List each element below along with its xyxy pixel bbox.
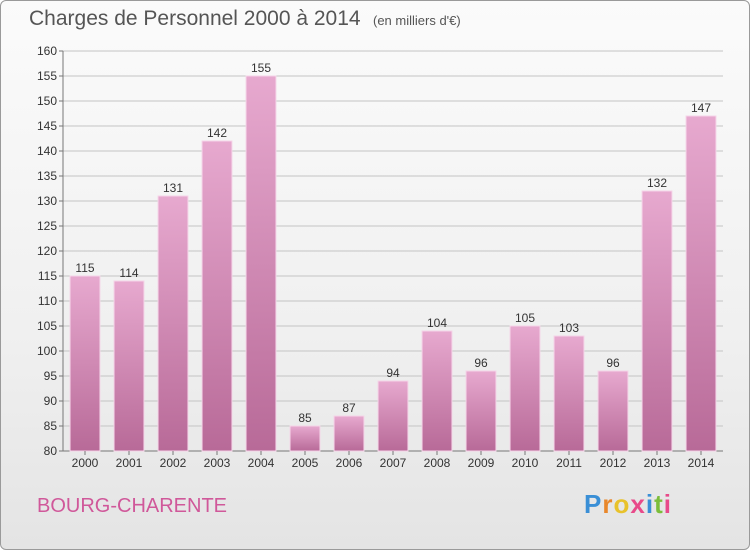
y-tick-label: 115 [38,269,57,283]
bar-2014 [685,115,717,452]
x-tick-label: 2003 [204,456,231,470]
bar-2003 [201,140,233,452]
y-tick-label: 120 [37,244,57,258]
data-label: 115 [75,261,94,275]
bar-2011 [553,335,585,452]
bar-2013 [641,190,673,452]
y-tick-label: 90 [44,394,58,408]
bar-2007 [377,380,409,452]
x-tick-label: 2000 [72,456,99,470]
x-tick-label: 2011 [556,456,582,470]
data-label: 155 [251,61,271,75]
data-label: 114 [119,266,138,280]
data-label: 87 [342,401,356,415]
bar-2012 [597,370,629,452]
x-tick-label: 2012 [600,456,627,470]
data-label: 142 [207,126,227,140]
x-tick-label: 2013 [644,456,671,470]
y-tick-label: 80 [44,444,58,458]
data-label: 104 [427,316,447,330]
x-tick-label: 2008 [424,456,451,470]
data-label: 103 [559,321,579,335]
x-tick-label: 2009 [468,456,495,470]
bar-2006 [333,415,365,452]
y-tick-label: 140 [37,144,57,158]
data-label: 147 [691,101,711,115]
x-tick-label: 2002 [160,456,187,470]
y-tick-label: 95 [44,369,58,383]
y-axis: 80 85 90 95 100 105 110 115 120 125 130 135 140 145 15… [37,44,723,458]
x-tick-label: 2006 [336,456,363,470]
bar-2002 [157,195,189,452]
data-label: 132 [647,176,667,190]
proxiti-logo[interactable]: Proxiti [584,489,672,519]
y-tick-label: 105 [37,319,57,333]
bar-2001 [113,280,145,452]
y-tick-label: 150 [37,94,57,108]
bar-2010 [509,325,541,452]
data-label: 131 [163,181,183,195]
bars: 115 114 131 142 155 85 87 94 104 96 105 103 96 132 147 [69,61,717,452]
x-axis: 2000 2001 2002 2003 2004 2005 2006 2007 2008 2009… [72,451,715,470]
data-label: 105 [515,311,535,325]
y-tick-label: 125 [37,219,57,233]
x-tick-label: 2007 [380,456,407,470]
bar-2008 [421,330,453,452]
bar-2005 [289,425,321,452]
data-label: 85 [298,411,312,425]
y-tick-label: 130 [37,194,57,208]
y-tick-label: 110 [38,294,57,308]
chart-title: Charges de Personnel 2000 à 2014 [29,7,361,30]
y-tick-label: 145 [37,119,57,133]
y-tick-label: 85 [44,419,58,433]
commune-name: BOURG-CHARENTE [37,495,228,517]
y-tick-label: 135 [37,169,57,183]
bar-2000 [69,275,101,452]
x-tick-label: 2014 [688,456,715,470]
x-tick-label: 2004 [248,456,275,470]
data-label: 96 [606,356,620,370]
x-tick-label: 2001 [116,456,143,470]
bar-2004 [245,75,277,452]
data-label: 96 [474,356,488,370]
x-tick-label: 2010 [512,456,539,470]
x-tick-label: 2005 [292,456,319,470]
bar-2009 [465,370,497,452]
y-tick-label: 160 [37,44,57,58]
chart-subtitle: (en milliers d'€) [373,13,461,28]
y-tick-label: 155 [37,69,57,83]
y-tick-label: 100 [37,344,57,358]
data-label: 94 [386,366,400,380]
